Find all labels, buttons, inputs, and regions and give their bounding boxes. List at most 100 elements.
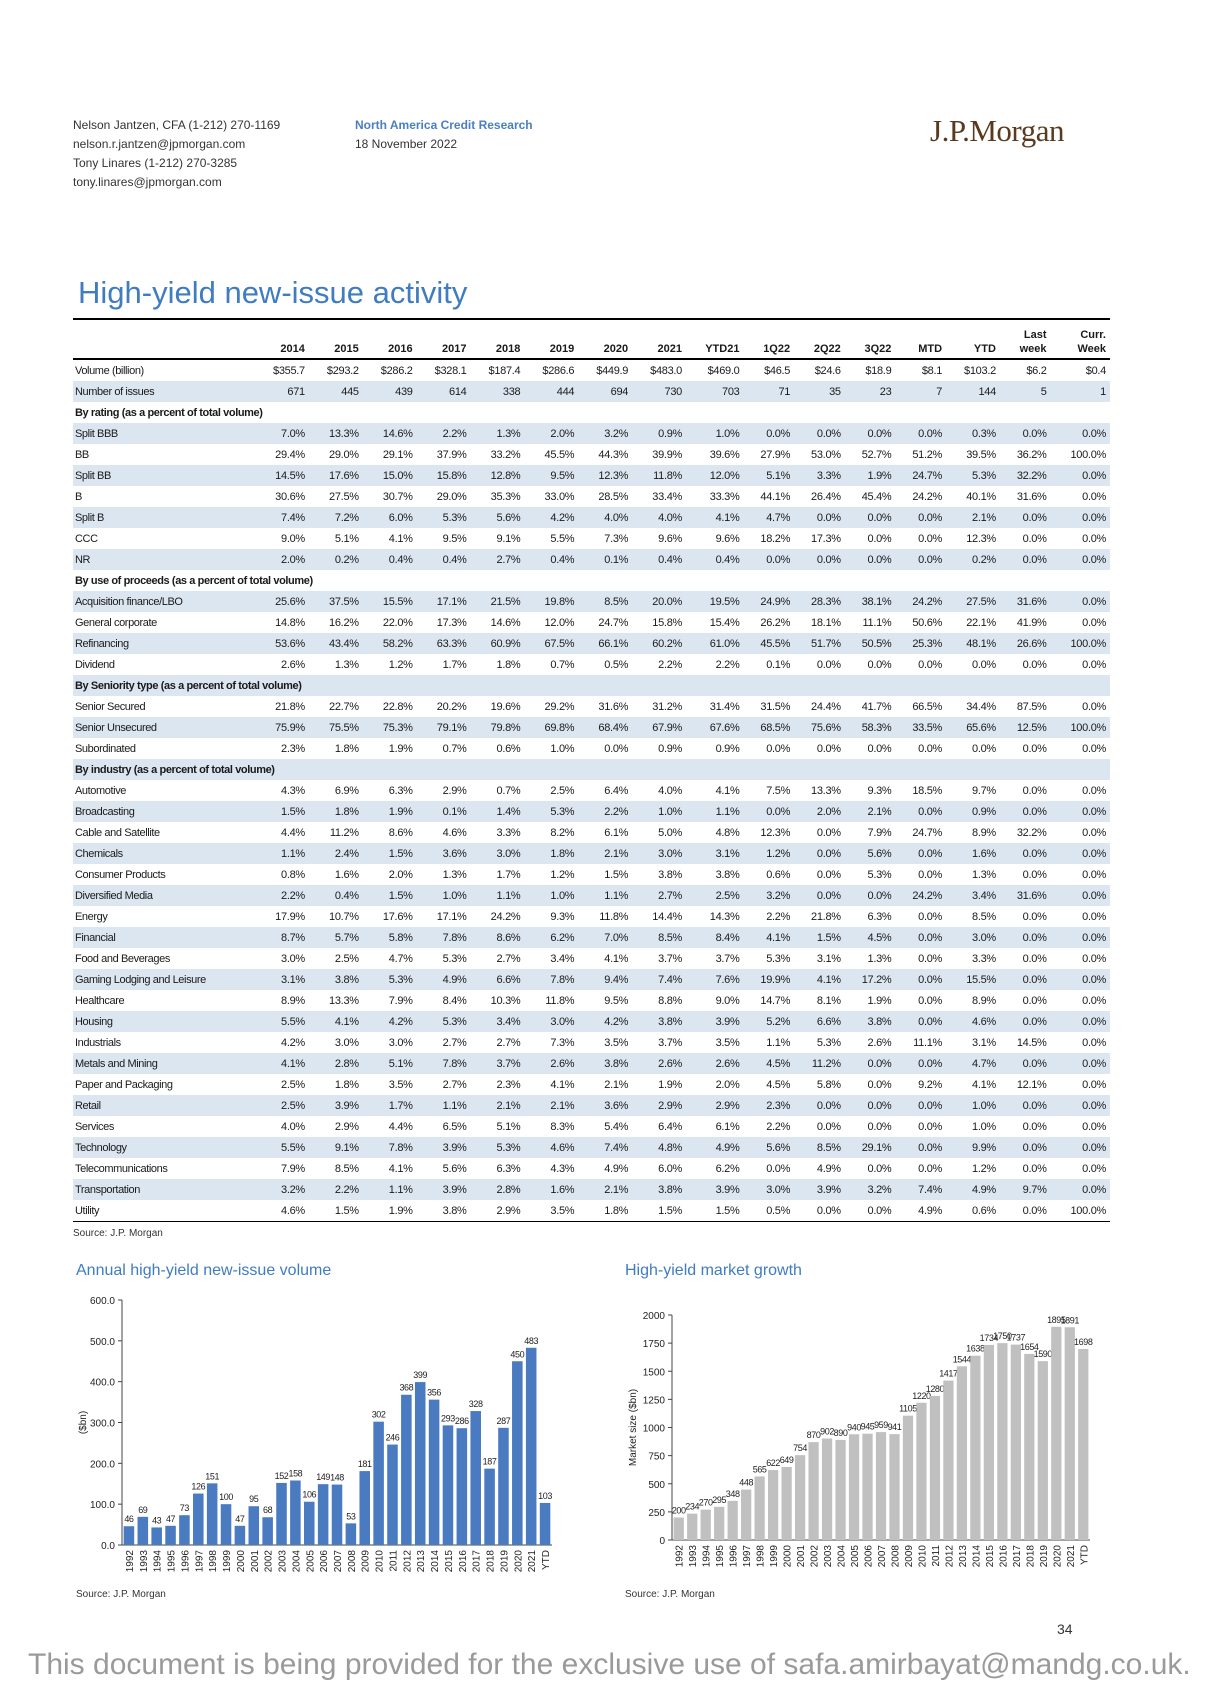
table-cell: 0.0%: [895, 843, 947, 864]
y-tick-label: 500.0: [90, 1337, 115, 1348]
row-label: Split BB: [73, 465, 255, 486]
table-cell: 2.9%: [496, 1204, 521, 1217]
column-header: 3Q22: [864, 343, 892, 355]
table-cell: 37.9%: [436, 448, 467, 461]
table-cell: 0.7%: [442, 742, 467, 755]
bar: [428, 1399, 440, 1545]
table-cell: 14.5%: [1016, 1036, 1047, 1049]
table-cell: 20.0%: [632, 591, 686, 612]
y-tick-label: 400.0: [90, 1378, 115, 1389]
table-cell: 3.2%: [578, 423, 633, 444]
table-cell: 7.9%: [388, 994, 413, 1007]
table-cell: 2.2%: [416, 423, 471, 444]
table-cell: 39.6%: [709, 448, 740, 461]
table-cell: 0.4%: [308, 885, 363, 906]
table-cell: 0.0%: [604, 742, 629, 755]
table-cell: 0.0%: [999, 423, 1051, 444]
bar: [317, 1484, 329, 1545]
author-2-line: Tony Linares (1-212) 270-3285: [73, 156, 238, 170]
table-cell: 6.5%: [442, 1120, 467, 1133]
y-tick-label: 250: [648, 1508, 665, 1519]
author-2-email[interactable]: tony.linares@jpmorgan.com: [73, 175, 222, 189]
x-tick-label: 2010: [917, 1545, 928, 1568]
table-cell: 50.5%: [844, 633, 896, 654]
table-cell: 5.3%: [470, 1137, 525, 1158]
bar: [525, 1347, 537, 1545]
table-cell: 0.0%: [895, 1095, 947, 1116]
table-cell: 1.0%: [416, 885, 471, 906]
author-1-email[interactable]: nelson.r.jantzen@jpmorgan.com: [73, 137, 246, 151]
bar: [345, 1523, 357, 1545]
table-cell: 4.1%: [686, 507, 744, 528]
column-header: 2021: [657, 343, 682, 355]
table-cell: 20.2%: [436, 700, 467, 713]
table-cell: 18.1%: [811, 616, 841, 629]
table-cell: 3.0%: [946, 927, 1000, 948]
table-cell: 39.5%: [966, 448, 996, 461]
x-tick-label: 2007: [333, 1550, 344, 1573]
table-cell: 0.0%: [999, 969, 1051, 990]
data-label: 246: [386, 1433, 400, 1443]
bar: [359, 1471, 371, 1545]
table-cell: 3.6%: [416, 843, 471, 864]
table-cell: 0.4%: [632, 549, 686, 570]
table-cell: 29.0%: [329, 448, 359, 461]
x-tick-label: 2015: [444, 1550, 455, 1573]
x-tick-label: YTD: [1079, 1545, 1090, 1565]
table-cell: 2.0%: [715, 1078, 740, 1091]
table-cell: 2.1%: [578, 1179, 633, 1200]
chart-1-title: Annual high-yield new-issue volume: [76, 1262, 332, 1279]
column-header: YTD21: [705, 343, 740, 355]
table-cell: 0.0%: [867, 1120, 892, 1133]
table-cell: 0.9%: [658, 742, 682, 755]
table-cell: 0.0%: [1022, 868, 1047, 881]
table-section-row: By industry (as a percent of total volum…: [73, 759, 1110, 780]
table-cell: 4.5%: [844, 927, 896, 948]
table-cell: $293.2: [326, 364, 359, 377]
table-cell: 6.1%: [715, 1120, 740, 1133]
table-cell: 14.3%: [709, 910, 740, 923]
table-cell: 45.5%: [743, 633, 795, 654]
table-cell: 1.1%: [362, 1179, 417, 1200]
data-label: 234: [685, 1502, 699, 1512]
table-cell: 7.3%: [550, 1036, 575, 1049]
table-cell: 12.0%: [544, 616, 575, 629]
bar: [687, 1513, 698, 1540]
table-cell: 439: [362, 381, 417, 402]
table-cell: 21.8%: [811, 910, 841, 923]
table-cell: 0.0%: [794, 1095, 845, 1116]
table-cell: 0.0%: [1082, 1078, 1106, 1091]
bar: [1037, 1361, 1048, 1540]
table-cell: 0.0%: [895, 507, 947, 528]
table-section-row: By use of proceeds (as a percent of tota…: [73, 570, 1110, 591]
x-tick-label: 2015: [985, 1545, 996, 1568]
table-cell: 24.2%: [912, 490, 943, 503]
author-1-line: Nelson Jantzen, CFA (1-212) 270-1169: [73, 118, 281, 132]
table-cell: 7.4%: [255, 507, 309, 528]
x-tick-label: 2016: [998, 1545, 1009, 1568]
table-row: Housing 5.5% 4.1% 4.2% 5.3% 3.4% 3.0% 4.2% 3.8% 3…: [73, 1011, 1110, 1032]
table-cell: 6.6%: [794, 1011, 845, 1032]
data-label: 870: [807, 1430, 821, 1440]
table-cell: 4.1%: [308, 1011, 363, 1032]
y-tick-label: 2000: [643, 1311, 666, 1322]
table-cell: 4.9%: [604, 1162, 629, 1175]
table-cell: 1.1%: [470, 885, 525, 906]
table-cell: 0.0%: [844, 1053, 896, 1074]
table-cell: 0.0%: [1082, 994, 1106, 1007]
table-cell: 24.4%: [811, 700, 841, 713]
bar: [387, 1444, 398, 1545]
table-cell: 24.7%: [895, 465, 947, 486]
table-cell: 0.0%: [1022, 952, 1047, 965]
table-cell: 1.8%: [524, 843, 579, 864]
table-cell: 25.3%: [895, 633, 947, 654]
table-cell: $469.0: [707, 364, 740, 377]
row-label: Telecommunications: [75, 1162, 168, 1175]
table-cell: 5.5%: [255, 1137, 309, 1158]
bar: [123, 1526, 135, 1545]
table-cell: 48.1%: [946, 633, 1000, 654]
table-cell: 0.0%: [895, 1137, 947, 1158]
x-tick-label: 1992: [125, 1550, 136, 1573]
table-cell: 67.6%: [686, 717, 744, 738]
table-cell: 0.0%: [844, 549, 896, 570]
